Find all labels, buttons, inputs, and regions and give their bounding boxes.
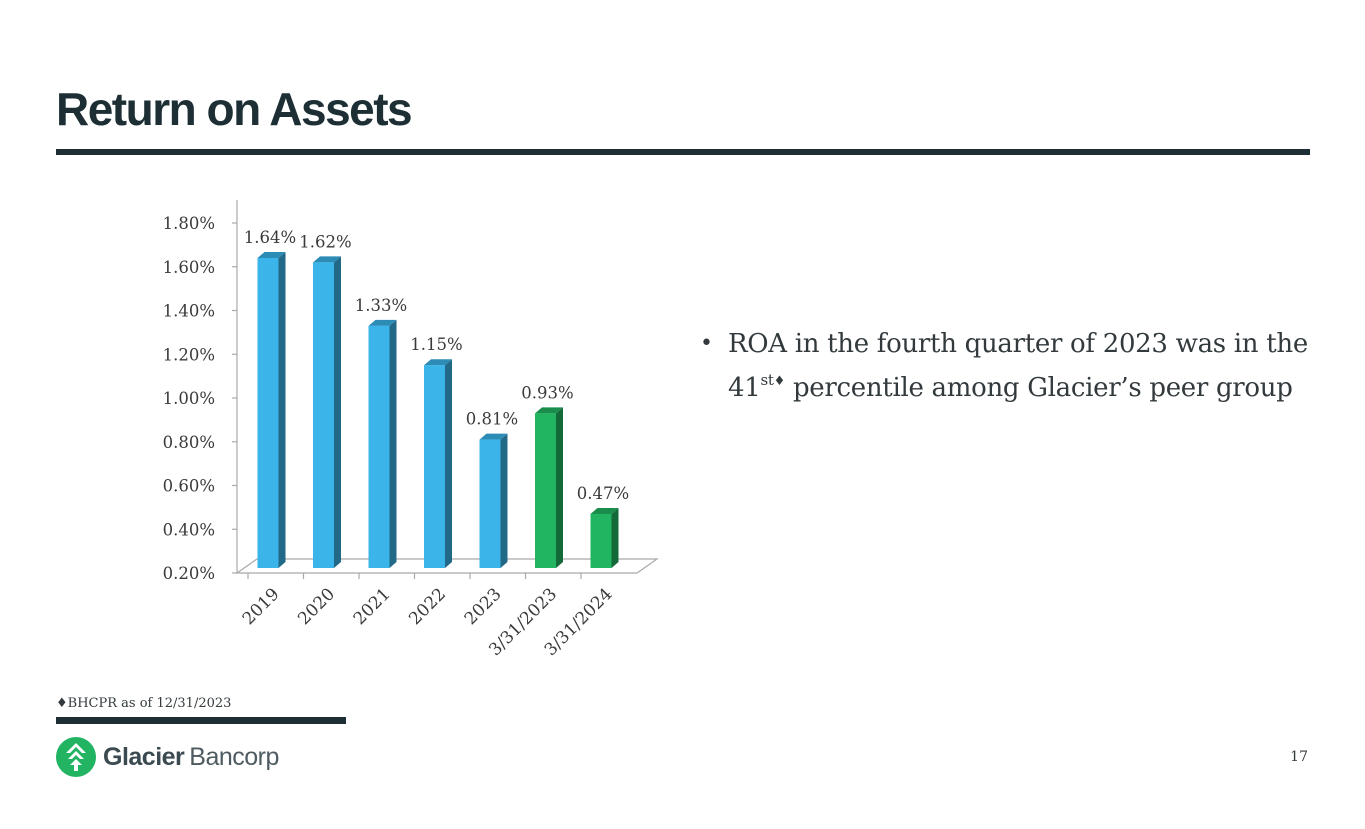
bar-top xyxy=(535,407,563,414)
diamond-footnote-marker: ♦ xyxy=(773,374,786,389)
logo-word-glacier: Glacier xyxy=(103,742,185,771)
page-number: 17 xyxy=(1290,749,1308,765)
y-tick-label: 0.60% xyxy=(163,477,215,496)
bar-side xyxy=(611,507,619,568)
company-logo: Glacier Bancorp xyxy=(56,737,279,777)
chart-bars xyxy=(257,252,619,568)
bullet-superscript: st xyxy=(760,371,774,389)
bar-front xyxy=(479,439,501,568)
data-label: 1.64% xyxy=(244,228,296,247)
bar-front xyxy=(257,258,279,568)
data-label: 0.47% xyxy=(577,484,629,503)
roa-bullet-point: • ROA in the fourth quarter of 2023 was … xyxy=(700,322,1320,410)
y-tick-label: 1.20% xyxy=(163,345,215,364)
category-label: 2021 xyxy=(350,584,395,629)
bar-side xyxy=(334,256,341,568)
bar-front xyxy=(313,262,334,568)
bullet-text: ROA in the fourth quarter of 2023 was in… xyxy=(700,322,1320,410)
y-tick-label: 1.80% xyxy=(163,214,215,233)
y-tick-label: 0.20% xyxy=(163,564,215,583)
y-tick-label: 0.80% xyxy=(163,433,215,452)
bar-front xyxy=(590,513,612,568)
footer-rule xyxy=(56,717,346,724)
page-title: Return on Assets xyxy=(56,83,413,135)
bullet-line-2-prefix: 41 xyxy=(728,373,761,403)
y-tick-label: 0.40% xyxy=(163,520,215,539)
bar-top xyxy=(257,252,286,258)
chart-floor xyxy=(235,558,659,574)
data-label: 1.33% xyxy=(355,296,407,315)
bar-side xyxy=(389,319,397,568)
bullet-line-1: ROA in the fourth quarter of 2023 was in… xyxy=(728,329,1308,359)
footnote: ♦BHCPR as of 12/31/2023 xyxy=(56,696,232,711)
bar-3/31/2024 xyxy=(590,507,619,568)
bar-top xyxy=(479,433,508,440)
bar-2022 xyxy=(424,359,452,568)
bar-top xyxy=(424,359,452,366)
category-label: 2022 xyxy=(405,584,450,629)
bullet-line-2-rest: percentile among Glacier’s peer group xyxy=(784,373,1293,403)
category-label: 2019 xyxy=(239,584,284,629)
category-label: 2023 xyxy=(461,584,506,629)
logo-word-bancorp: Bancorp xyxy=(189,742,279,771)
bar-top xyxy=(590,507,619,514)
bar-front xyxy=(535,413,556,568)
bar-front xyxy=(424,365,445,568)
title-underline xyxy=(56,149,1310,155)
bar-2021 xyxy=(368,319,397,568)
data-label: 1.15% xyxy=(410,335,462,354)
bar-3/31/2023 xyxy=(535,407,563,568)
bullet-dot: • xyxy=(700,331,713,356)
bar-2023 xyxy=(479,433,508,568)
data-label: 0.81% xyxy=(466,410,518,429)
roa-bar-chart: 0.20% 0.40% 0.60% 0.80% 1.00% 1.20% 1.40% 1.60%… xyxy=(163,200,659,660)
data-label: 1.62% xyxy=(299,232,351,251)
chart-axes xyxy=(235,200,659,574)
bar-side xyxy=(556,407,563,568)
bar-2019 xyxy=(257,252,286,568)
y-tick-label: 1.40% xyxy=(163,302,215,321)
bar-front xyxy=(368,325,390,568)
bar-top xyxy=(368,319,397,326)
y-tick-label: 1.00% xyxy=(163,389,215,408)
y-axis-ticks: 0.20% 0.40% 0.60% 0.80% 1.00% 1.20% 1.40% 1.60%… xyxy=(163,214,237,583)
data-label: 0.93% xyxy=(521,383,573,402)
category-label: 2020 xyxy=(294,584,339,629)
bar-side xyxy=(278,252,286,568)
bar-2020 xyxy=(313,256,341,568)
bar-top xyxy=(313,256,341,263)
chart-data-labels: 1.64% 1.62% 1.33% 1.15% 0.81%0.93% 0.47% xyxy=(244,228,629,503)
bar-side xyxy=(445,359,452,568)
bar-side xyxy=(500,433,508,568)
glacier-logo-icon xyxy=(56,737,96,777)
y-tick-label: 1.60% xyxy=(163,258,215,277)
